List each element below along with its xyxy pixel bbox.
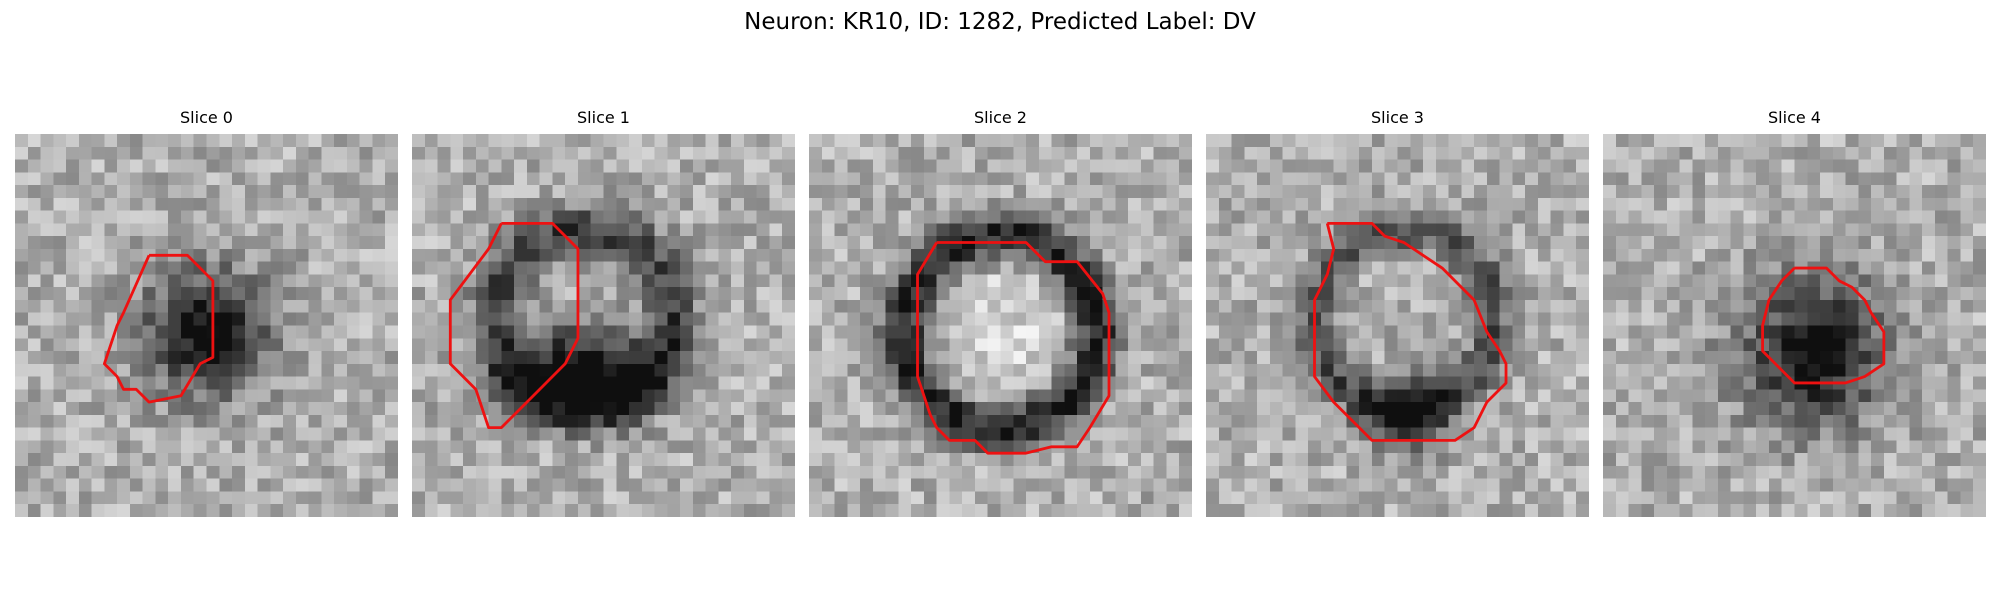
pixel-grid bbox=[15, 134, 398, 517]
segmentation-contour bbox=[916, 241, 1111, 455]
slice-image-4 bbox=[1603, 134, 1986, 517]
slice-title-2: Slice 2 bbox=[974, 108, 1027, 127]
slice-title-3: Slice 3 bbox=[1371, 108, 1424, 127]
pixel-grid bbox=[1206, 134, 1589, 517]
slice-panel-3: Slice 3 bbox=[1206, 108, 1589, 517]
slice-image-3 bbox=[1206, 134, 1589, 517]
slice-panel-0: Slice 0 bbox=[15, 108, 398, 517]
segmentation-contour bbox=[1313, 221, 1508, 442]
slice-title-0: Slice 0 bbox=[180, 108, 233, 127]
segmentation-contour bbox=[448, 221, 580, 430]
slice-image-1 bbox=[412, 134, 795, 517]
slice-image-2 bbox=[809, 134, 1192, 517]
slice-panel-2: Slice 2 bbox=[809, 108, 1192, 517]
slice-title-1: Slice 1 bbox=[577, 108, 630, 127]
slice-panel-4: Slice 4 bbox=[1603, 108, 1986, 517]
pixel-grid bbox=[1603, 134, 1986, 517]
segmentation-contour bbox=[1761, 266, 1886, 385]
segmentation-contour bbox=[102, 253, 215, 404]
pixel-grid bbox=[412, 134, 795, 517]
slice-title-4: Slice 4 bbox=[1768, 108, 1821, 127]
slice-image-0 bbox=[15, 134, 398, 517]
pixel-grid bbox=[809, 134, 1192, 517]
slice-panel-1: Slice 1 bbox=[412, 108, 795, 517]
figure-title: Neuron: KR10, ID: 1282, Predicted Label:… bbox=[744, 9, 1256, 35]
